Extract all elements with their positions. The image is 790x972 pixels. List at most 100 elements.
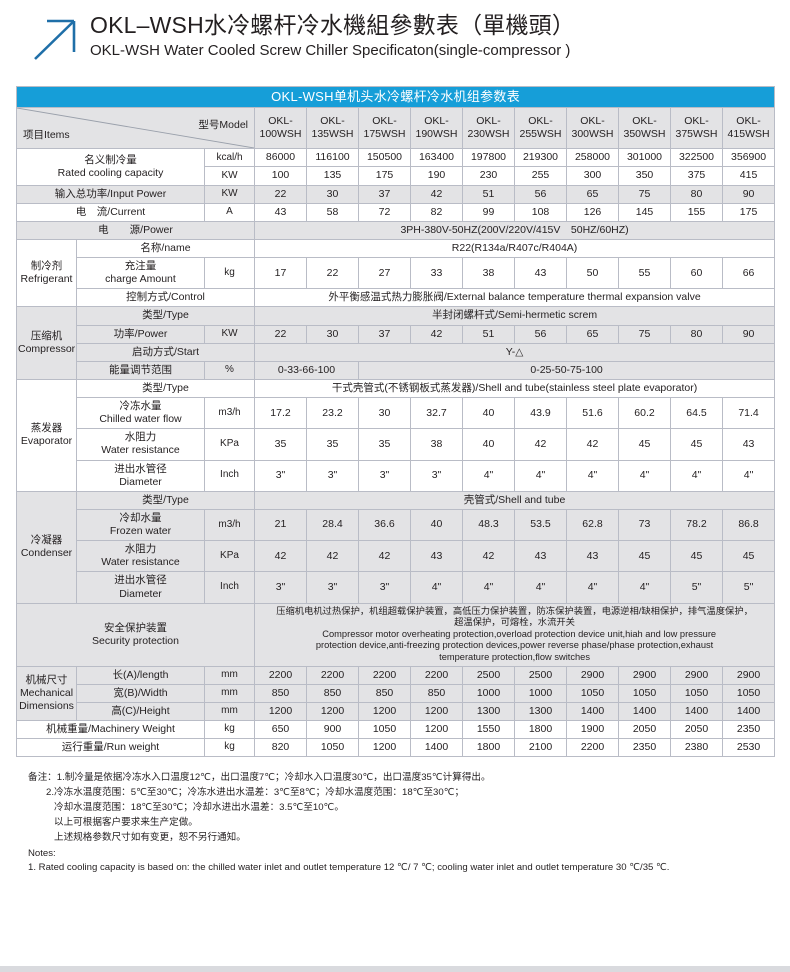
cell: 71.4	[721, 396, 776, 430]
refrigerant-group-label: 制冷剂 Refrigerant	[16, 238, 77, 308]
refrigerant-label-cn: 制冷剂	[30, 260, 63, 272]
cell: 300	[566, 166, 619, 186]
rated-capacity-label: 名义制冷量 Rated cooling capacity	[16, 148, 205, 186]
table-row-run-weight: 运行重量/Run weight kg 820 1050 1200 1400 18…	[16, 738, 776, 758]
cell: 4"	[410, 571, 463, 604]
cell: 2900	[670, 665, 723, 685]
security-en-line-1: Compressor motor overheating protection,…	[313, 628, 717, 639]
cell: 1200	[358, 701, 411, 722]
cell: 4"	[514, 571, 567, 604]
cell: 42	[410, 184, 463, 204]
note-cn-line-3: 冷却水温度范围：18℃至30℃；冷却水进出水温差：3.5℃至10℃。	[54, 802, 344, 814]
cell: 22	[254, 324, 307, 344]
cell: 22	[306, 256, 359, 290]
note-cn-line-4: 以上可根据客户要求来生产定做。	[54, 816, 198, 828]
cell: 1900	[566, 720, 619, 740]
unit-cell: Inch	[204, 571, 255, 604]
evap-diameter-label-en: Diameter	[119, 475, 162, 488]
table-row-rated-capacity-kcal: 名义制冷量 Rated cooling capacity kcal/h 8600…	[16, 148, 776, 186]
notes-block: 备注：1.制冷量是依据冷冻水入口温度12℃，出口温度7℃；冷却水入口温度30℃，…	[28, 771, 790, 876]
cell: 2200	[306, 665, 359, 685]
cell: 62.8	[566, 508, 619, 542]
model-name: OKL-255WSH	[519, 115, 562, 141]
dimensions-label-en1: Mechanical	[19, 686, 74, 699]
security-label-en: Security protection	[92, 634, 179, 647]
evap-diameter-label: 进出水管径 Diameter	[76, 459, 205, 492]
table-band-row: OKL-WSH单机头水冷螺杆冷水机组参数表	[15, 85, 776, 109]
cell: 66	[721, 256, 776, 290]
cell: 3"	[254, 459, 307, 492]
cell: 80	[670, 184, 723, 204]
cell: 5"	[721, 571, 776, 604]
unit-cell: KW	[204, 166, 255, 186]
cell: 43	[410, 540, 463, 573]
cell: 2050	[618, 720, 671, 740]
cell: 65	[566, 184, 619, 204]
cell: 1200	[410, 701, 463, 722]
cond-diameter-label-cn: 进出水管径	[114, 574, 167, 587]
cell: 1200	[358, 738, 411, 758]
compressor-start-value: Y-△	[253, 342, 776, 362]
power-source-label: 电 源/Power	[16, 220, 255, 240]
cell: 900	[306, 720, 359, 740]
unit-cell: kg	[204, 738, 255, 758]
cell: 2350	[618, 738, 671, 758]
cell: 56	[514, 184, 567, 204]
cell: 4"	[514, 459, 567, 492]
cell: 850	[306, 683, 359, 703]
cell: 48.3	[462, 508, 515, 542]
cell: 145	[618, 202, 671, 222]
compressor-start-label: 启动方式/Start	[76, 342, 255, 362]
cond-resistance-label-cn: 水阻力	[124, 543, 157, 556]
cell: 155	[670, 202, 723, 222]
cell: 258000	[566, 148, 619, 168]
cell: 4"	[566, 571, 619, 604]
cell: 72	[358, 202, 411, 222]
cell: 1050	[306, 738, 359, 758]
cell: 4"	[462, 571, 515, 604]
cell: 73	[618, 508, 671, 542]
cell: 1050	[358, 720, 411, 740]
cell: 28.4	[306, 508, 359, 542]
page-title-cn: OKL–WSH水冷螺杆冷水機組參數表（單機頭）	[90, 12, 576, 38]
cell: 135	[306, 166, 359, 186]
cooling-flow-label: 冷却水量 Frozen water	[76, 508, 205, 542]
evaporator-group-label: 蒸发器 Evaporator	[16, 378, 77, 492]
cell: 415	[721, 166, 776, 186]
cell: 99	[462, 202, 515, 222]
cell: 43	[254, 202, 307, 222]
cell: 75	[618, 324, 671, 344]
cell: 1200	[306, 701, 359, 722]
unit-cell: m3/h	[204, 508, 255, 542]
cell: 90	[721, 184, 776, 204]
cell: 37	[358, 324, 411, 344]
chilled-flow-label-cn: 冷冻水量	[119, 400, 162, 412]
cell: 175	[721, 202, 776, 222]
condenser-label-cn: 冷凝器	[30, 534, 63, 547]
model-col-5: OKL-255WSH	[514, 107, 567, 150]
model-name: OKL-135WSH	[311, 115, 354, 141]
cell: 126	[566, 202, 619, 222]
items-label: 项目Items	[23, 129, 70, 142]
cell: 4"	[566, 459, 619, 492]
cell: 42	[566, 428, 619, 461]
table-band-title: OKL-WSH单机头水冷螺杆冷水机组参数表	[15, 85, 776, 109]
table-row-refrigerant-control: 控制方式/Control 外平衡感温式热力膨胀阀/External balanc…	[17, 288, 776, 308]
cell: 42	[514, 428, 567, 461]
cell: 1400	[721, 701, 776, 722]
cell: 43	[514, 540, 567, 573]
unit-cell: KPa	[204, 540, 255, 573]
cell: 42	[306, 540, 359, 573]
notes-en-title: Notes:	[28, 847, 56, 859]
cell: 2380	[670, 738, 723, 758]
cell: 108	[514, 202, 567, 222]
compressor-power-label: 功率/Power	[76, 324, 205, 344]
unit-cell: Inch	[204, 459, 255, 492]
spec-table: OKL-WSH单机头水冷螺杆冷水机组参数表 项目Items 型号Model OK…	[15, 85, 776, 758]
cell: 3"	[306, 571, 359, 604]
cell: 3"	[306, 459, 359, 492]
model-col-1: OKL-135WSH	[306, 107, 359, 150]
cell: 60.2	[618, 396, 671, 430]
table-row-security-protection: 安全保护装置 Security protection 压缩机电机过热保护，机组超…	[16, 602, 776, 667]
note-cn-line-2: 2.冷冻水温度范围：5℃至30℃；冷冻水进出水温差：3℃至8℃；冷却水温度范围：…	[46, 787, 465, 799]
